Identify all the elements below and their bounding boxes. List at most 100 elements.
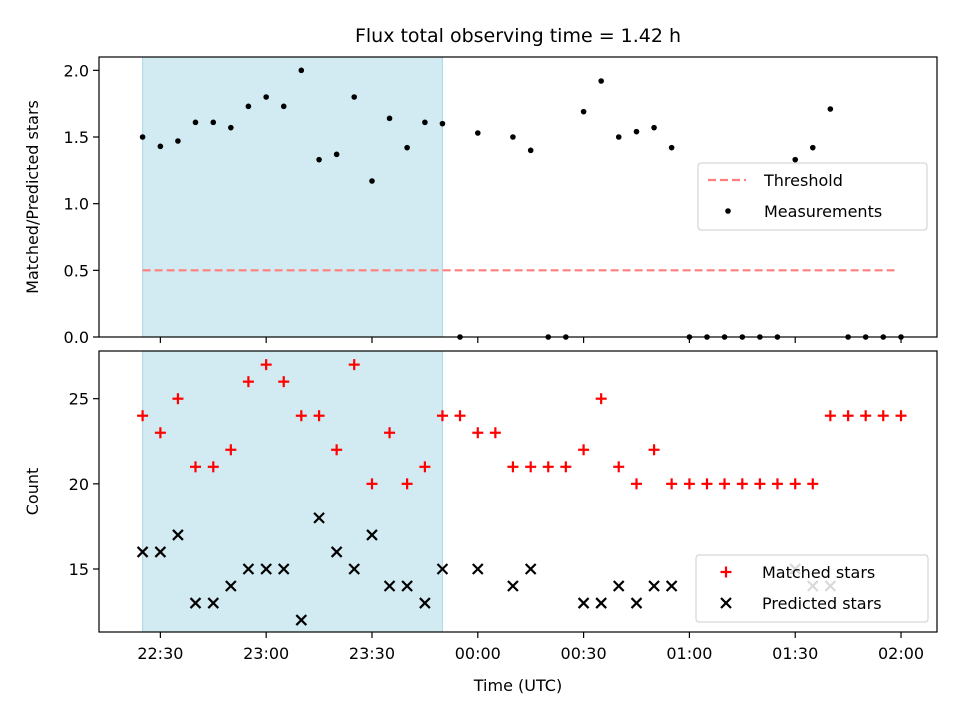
data-point [401,478,413,490]
legend-marker [720,566,732,578]
x-tick-label: 00:30 [561,644,607,663]
legend-entry-label: Threshold [763,171,843,190]
data-point [648,444,660,456]
data-point [771,478,783,490]
data-point [383,580,396,592]
data-point [228,124,234,131]
data-point [615,134,622,140]
data-point [472,563,484,575]
data-point [701,478,713,490]
data-point [525,461,537,473]
data-point [207,597,220,609]
data-point [807,478,819,490]
legend-entry-label: Measurements [764,202,882,221]
y-axis-label: Matched/Predicted stars [23,100,42,294]
data-point [719,478,731,490]
data-point [245,103,252,110]
x-tick-label: 00:00 [455,644,501,663]
legend-frame [697,162,928,231]
data-point [175,138,181,144]
data-point [648,580,660,592]
data-point [792,156,799,163]
x-tick-label: 01:30 [772,644,818,663]
observing-window [142,351,443,632]
data-point [384,427,396,439]
data-point [263,94,269,100]
data-point [895,410,907,422]
data-point [139,134,146,140]
data-point [860,410,872,422]
data-point [789,478,801,490]
data-point [313,410,325,422]
data-point [242,376,254,388]
data-point [507,580,519,592]
y-tick-label: 2.0 [64,61,89,80]
data-point [736,478,748,490]
data-point [316,156,322,163]
data-point [422,119,428,126]
data-point [472,427,484,439]
data-point [665,580,678,592]
data-point [612,580,625,592]
data-point [242,563,255,575]
legend-frame [695,554,929,623]
data-point [189,597,202,609]
data-point [366,529,378,541]
data-point [613,461,625,473]
data-point [809,144,816,151]
series-measurements [139,67,904,340]
data-point [668,144,675,151]
data-point [136,546,149,558]
data-point [348,359,360,371]
observing-window [142,57,443,337]
data-point [366,478,378,490]
data-point [524,563,537,575]
y-tick-label: 15 [69,560,89,579]
data-point [348,563,360,575]
y-tick-label: 20 [69,475,89,494]
y-tick-label: 25 [69,390,89,409]
data-point [298,67,305,74]
data-point [295,614,308,626]
y-axis-label: Count [23,468,42,516]
x-tick-label: 01:00 [666,644,712,663]
data-point [278,376,290,388]
x-tick-label: 22:30 [137,644,183,663]
data-point [595,597,607,609]
data-point [419,597,431,609]
legend-entry-label: Predicted stars [762,594,882,613]
axes-frame [98,350,938,633]
data-point [560,461,572,473]
data-point [580,108,587,115]
data-point [631,478,643,490]
data-point [510,134,516,140]
data-point [280,103,287,110]
series-predicted-stars [136,512,837,626]
ratio-panel: 0.0 0.5 1.0 1.5 2.0 Matched/Predicted stars Th… [23,56,938,347]
data-point [386,115,393,122]
data-point [598,78,604,84]
data-point [595,393,607,405]
legend-marker [725,208,731,214]
data-point [210,119,217,126]
data-point [331,444,343,456]
data-point [277,563,290,575]
data-point [454,410,466,422]
data-point [542,461,554,473]
y-tick-label: 1.5 [64,128,89,147]
data-point [439,120,446,127]
data-point [189,461,201,473]
x-tick-label: 02:00 [878,644,924,663]
data-point [192,119,199,126]
data-point [351,94,358,100]
x-tick-label: 23:00 [243,644,289,663]
data-point [295,410,307,422]
series-matched-stars [137,359,907,490]
chart-title: Flux total observing time = 1.42 h [355,25,681,47]
data-point [827,106,834,112]
count-panel: 15 20 25 22:30 23:00 23:30 00:00 00:30 01:00 01:3… [23,350,938,663]
data-point [527,147,534,154]
data-point [330,546,343,558]
data-point [207,461,219,473]
